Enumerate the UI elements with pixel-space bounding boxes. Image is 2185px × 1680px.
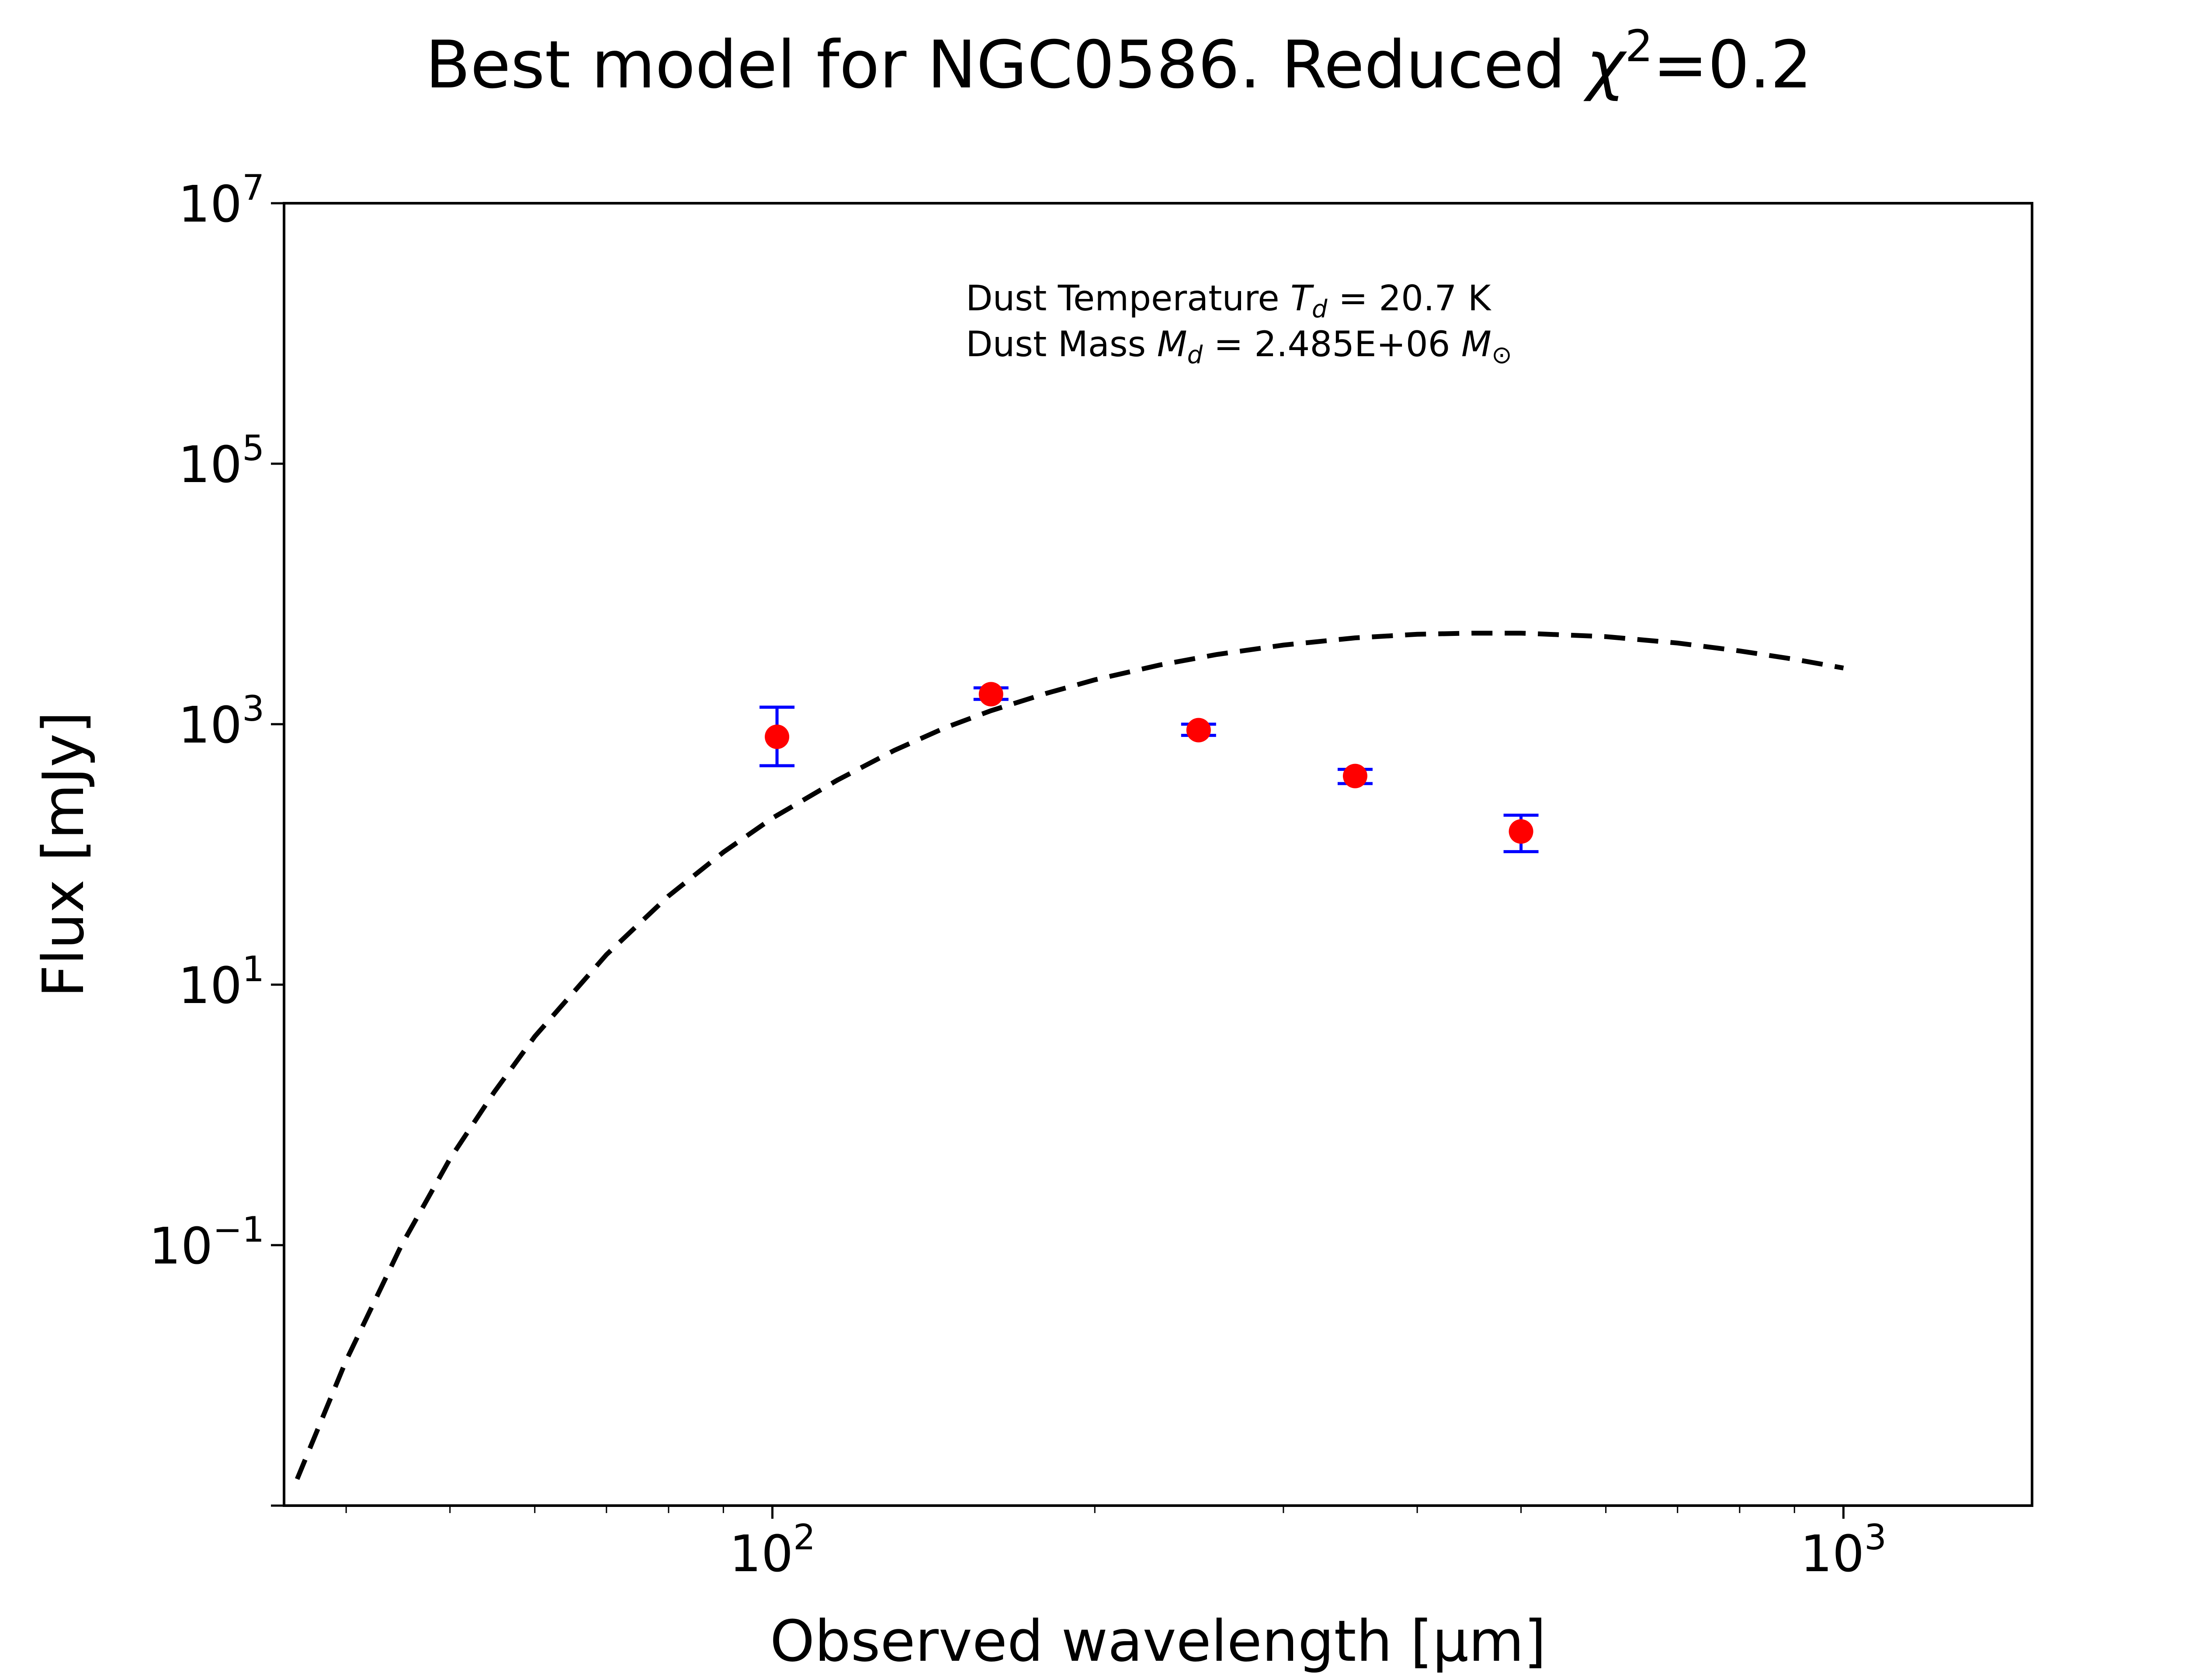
y-tick-label: 101 — [178, 949, 264, 1015]
model-curve — [295, 631, 1844, 1480]
model-curve-group — [295, 631, 1844, 1480]
x-tick-label: 103 — [1800, 1517, 1887, 1583]
annotation-mass: Dust Mass Md = 2.485E+06 M⊙ — [966, 324, 1512, 369]
x-axis-label: Observed wavelength [μm] — [770, 1608, 1546, 1674]
title-chi-exponent: 2 — [1625, 21, 1653, 72]
data-point — [765, 724, 790, 749]
observed-points — [765, 682, 1533, 844]
y-tick-label: 103 — [178, 688, 264, 755]
x-tick-label: 102 — [729, 1517, 815, 1583]
y-axis-label: Flux [mJy] — [30, 712, 97, 998]
x-axis-ticks: 102 103 — [345, 1506, 1887, 1583]
y-tick-label: 105 — [178, 428, 264, 494]
title-suffix: =0.2 — [1653, 27, 1812, 103]
data-point — [978, 682, 1003, 707]
plot-frame — [283, 202, 2033, 1507]
y-tick-label: 107 — [178, 167, 264, 234]
y-axis-ticks: 10−1 101 103 105 107 — [149, 167, 284, 1507]
data-point — [1186, 718, 1211, 743]
title-chi-symbol: χ — [1583, 27, 1627, 103]
annotation-temperature: Dust Temperature Td = 20.7 K — [966, 278, 1492, 323]
title-prefix: Best model for NGC0586. Reduced — [425, 27, 1586, 103]
y-tick-label: 10−1 — [149, 1209, 264, 1276]
data-point — [1509, 819, 1533, 844]
data-point — [1342, 764, 1367, 788]
chart-title: Best model for NGC0586. Reduced χ2=0.2 — [425, 21, 1812, 103]
